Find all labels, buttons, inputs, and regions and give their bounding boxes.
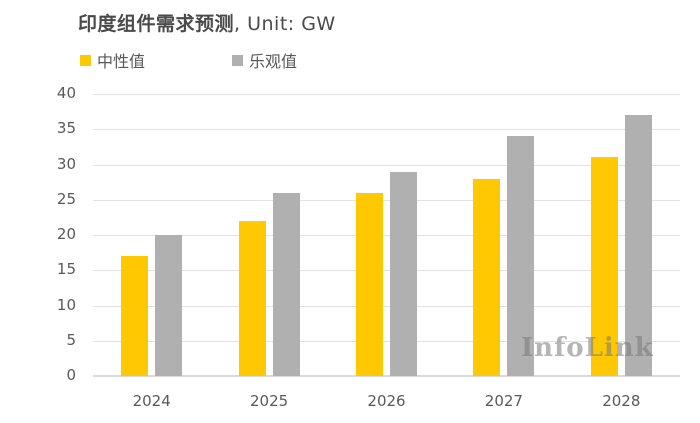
x-tick-label: 2024 bbox=[132, 392, 171, 410]
watermark: InfoLink bbox=[521, 333, 654, 363]
bar-optimistic-2025 bbox=[272, 192, 300, 376]
chart-title-zh: 印度组件需求预测 bbox=[78, 13, 235, 35]
bar-optimistic-2026 bbox=[390, 171, 417, 376]
y-tick-label: 20 bbox=[56, 225, 76, 243]
x-tick-label: 2027 bbox=[484, 392, 523, 410]
y-tick-label: 15 bbox=[56, 260, 76, 279]
gridline bbox=[93, 129, 680, 131]
x-tick-label: 2026 bbox=[367, 392, 406, 410]
gridline bbox=[93, 199, 680, 201]
y-tick-label: 35 bbox=[56, 119, 76, 138]
chart-title: 印度组件需求预测, Unit: GW bbox=[78, 9, 336, 36]
y-tick-label: 30 bbox=[56, 154, 76, 173]
y-tick-label: 0 bbox=[66, 366, 76, 384]
legend-item-neutral: 中性值 bbox=[80, 48, 145, 72]
bar-neutral-2028 bbox=[590, 157, 618, 376]
gridline bbox=[93, 164, 680, 166]
legend-swatch-neutral-icon bbox=[80, 54, 91, 66]
gridline bbox=[93, 94, 680, 95]
bar-optimistic-2028 bbox=[624, 115, 652, 376]
legend-item-optimistic: 乐观值 bbox=[232, 48, 297, 72]
plot-area bbox=[93, 94, 680, 377]
gridline bbox=[93, 305, 680, 307]
bar-neutral-2027 bbox=[473, 178, 501, 376]
bar-neutral-2025 bbox=[238, 220, 266, 376]
legend-label-optimistic: 乐观值 bbox=[249, 52, 298, 71]
x-axis-line bbox=[93, 375, 680, 377]
chart-title-unit: , Unit: GW bbox=[234, 13, 336, 35]
bar-optimistic-2024 bbox=[155, 235, 183, 376]
bar-neutral-2024 bbox=[121, 256, 149, 376]
legend-swatch-optimistic-icon bbox=[232, 54, 243, 66]
gridline bbox=[93, 270, 680, 272]
y-tick-label: 40 bbox=[56, 84, 76, 102]
y-tick-label: 10 bbox=[56, 295, 76, 314]
x-tick-label: 2025 bbox=[250, 392, 289, 410]
y-tick-label: 25 bbox=[56, 189, 76, 208]
legend-label-neutral: 中性值 bbox=[97, 52, 146, 71]
y-tick-label: 5 bbox=[66, 330, 76, 349]
bar-neutral-2026 bbox=[356, 192, 383, 376]
gridline bbox=[93, 340, 680, 342]
bar-optimistic-2027 bbox=[507, 136, 535, 376]
gridline bbox=[93, 235, 680, 236]
x-tick-label: 2028 bbox=[602, 392, 641, 410]
